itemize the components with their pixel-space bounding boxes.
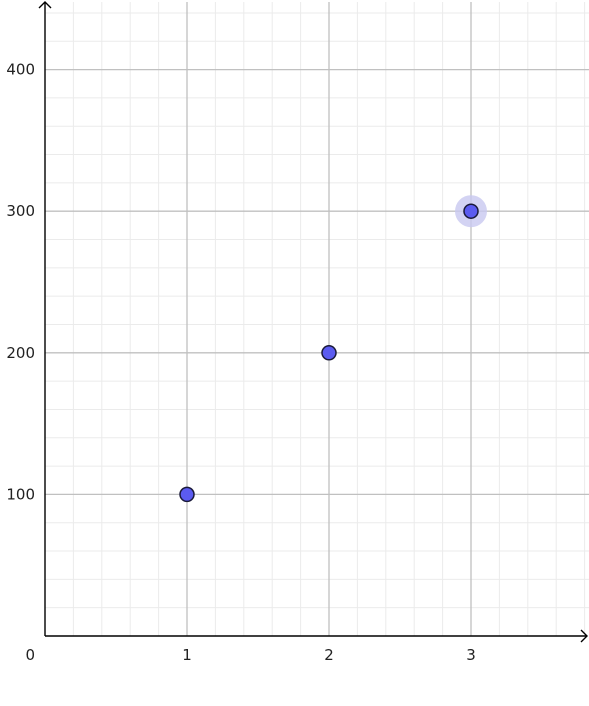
y-tick-label: 100 [6, 485, 35, 503]
x-tick-label: 2 [324, 646, 334, 664]
data-point[interactable] [463, 203, 479, 219]
x-tick-label: 3 [466, 646, 476, 664]
y-tick-label: 200 [6, 344, 35, 362]
data-point[interactable] [179, 486, 195, 503]
data-point[interactable] [321, 345, 337, 361]
data-points[interactable] [179, 195, 487, 503]
minor-grid [45, 2, 589, 636]
x-tick-label: 1 [182, 646, 192, 664]
y-tick-label: 300 [6, 202, 35, 220]
tick-labels: 1 2 3 100 200 300 400 [6, 61, 475, 664]
major-grid [45, 2, 589, 636]
axes [38, 1, 588, 643]
y-tick-label: 400 [6, 61, 35, 79]
y-axis-arrow-icon [38, 1, 52, 9]
origin-label: 0 [25, 646, 35, 664]
x-axis-arrow-icon [580, 629, 588, 643]
